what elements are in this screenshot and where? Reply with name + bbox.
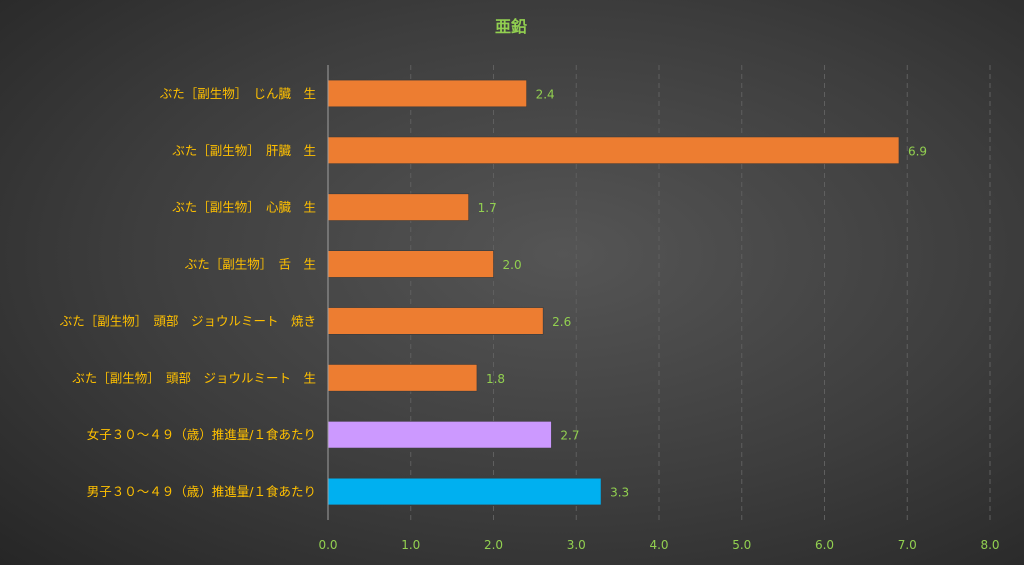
bar	[327, 136, 900, 164]
x-tick-label: 4.0	[649, 538, 668, 552]
bar	[327, 250, 494, 278]
x-tick-label: 8.0	[980, 538, 999, 552]
data-label: 1.7	[478, 201, 497, 215]
category-label: ぶた［副生物］ じん臓 生	[160, 86, 316, 101]
x-tick-label: 2.0	[484, 538, 503, 552]
category-labels: ぶた［副生物］ じん臓 生ぶた［副生物］ 肝臓 生ぶた［副生物］ 心臓 生ぶた［…	[60, 86, 316, 499]
bar	[327, 421, 552, 449]
bar	[327, 307, 544, 335]
bar	[327, 79, 527, 108]
category-label: ぶた［副生物］ 肝臓 生	[172, 143, 316, 158]
x-tick-label: 1.0	[401, 538, 420, 552]
data-label: 6.9	[908, 144, 927, 158]
bar	[327, 364, 478, 392]
data-label: 2.7	[560, 429, 579, 443]
data-label: 2.0	[503, 258, 522, 272]
x-tick-label: 3.0	[567, 538, 586, 552]
value-labels: 2.4 6.9 1.7 2.0 2.6 1.8 2.7 3.3	[478, 87, 927, 499]
category-label: ぶた［副生物］ 舌 生	[185, 257, 316, 272]
bars	[327, 79, 900, 506]
category-label: 男子３０～４９（歳）推進量/１食あたり	[87, 484, 316, 499]
data-label: 3.3	[610, 486, 629, 500]
x-tick-label: 6.0	[815, 538, 834, 552]
data-label: 1.8	[486, 372, 505, 386]
data-label: 2.6	[552, 315, 571, 329]
bar	[327, 477, 602, 506]
category-label: 女子３０～４９（歳）推進量/１食あたり	[87, 427, 316, 442]
data-label: 2.4	[536, 87, 555, 101]
x-tick-labels: 0.0 1.0 2.0 3.0 4.0 5.0 6.0 7.0 8.0	[318, 538, 999, 552]
category-label: ぶた［副生物］ 心臓 生	[172, 200, 316, 215]
x-tick-label: 7.0	[898, 538, 917, 552]
category-label: ぶた［副生物］ 頭部 ジョウルミート 焼き	[60, 313, 316, 328]
x-tick-label: 5.0	[732, 538, 751, 552]
chart-title: 亜鉛	[495, 17, 527, 36]
bar	[327, 193, 469, 221]
category-label: ぶた［副生物］ 頭部 ジョウルミート 生	[72, 370, 316, 385]
grid-lines	[410, 65, 991, 520]
x-tick-label: 0.0	[318, 538, 337, 552]
